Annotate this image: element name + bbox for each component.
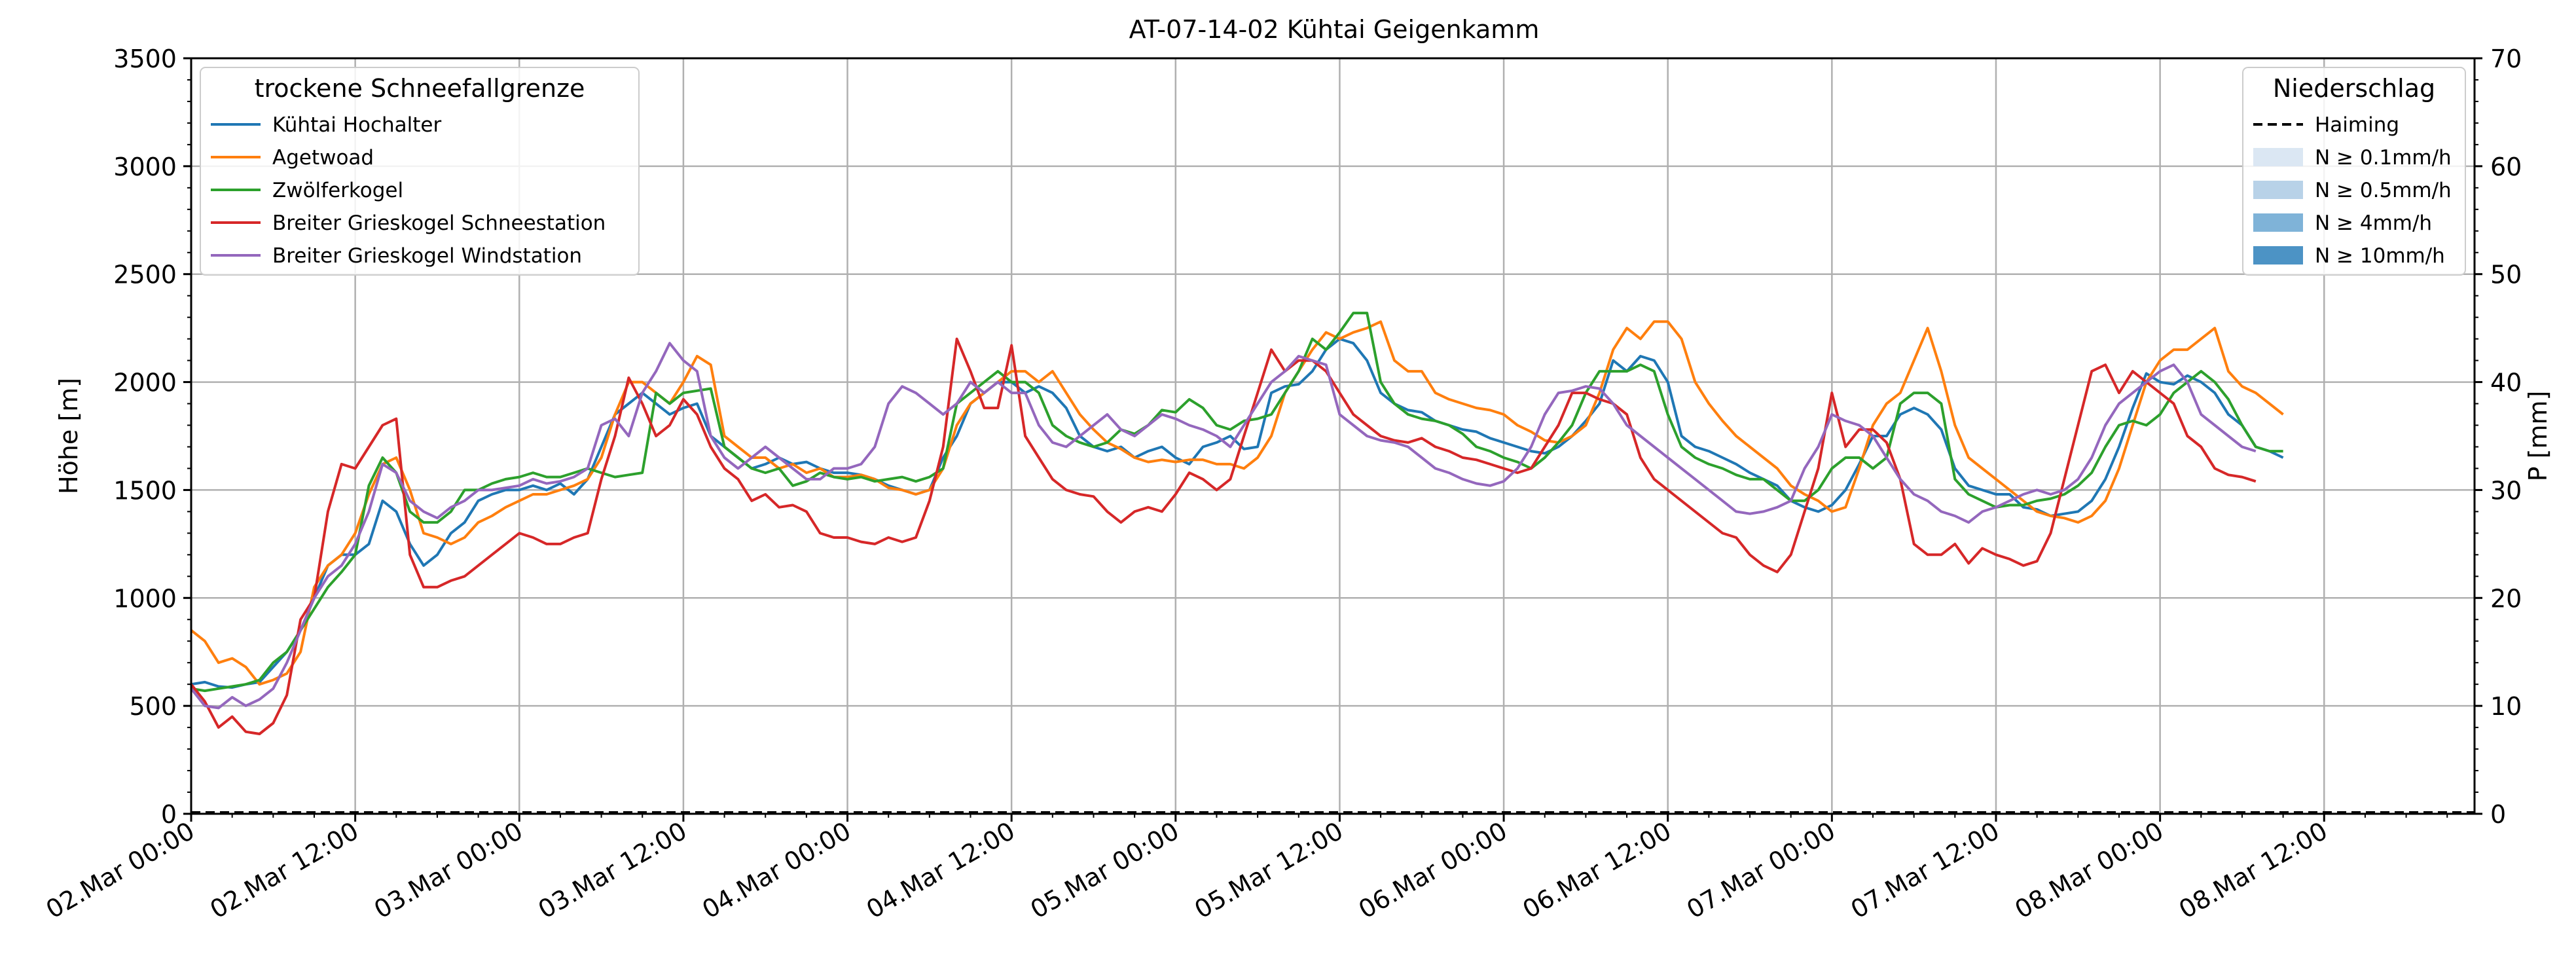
legend-right-items: Haiming N ≥ 0.1mm/h N ≥ 0.5mm/h N ≥ 4mm/h N … xyxy=(2253,113,2452,268)
y-axis-label-left: Höhe [m] xyxy=(54,378,83,494)
chart-title: AT-07-14-02 Kühtai Geigenkamm xyxy=(1129,15,1540,44)
legend-item-label: N ≥ 0.5mm/h xyxy=(2315,179,2452,202)
series-line xyxy=(190,337,2284,689)
legend-item-label: N ≥ 0.1mm/h xyxy=(2315,146,2452,170)
legend-item-label: Breiter Grieskogel Schneestation xyxy=(272,211,606,235)
legend-band-swatch xyxy=(2253,213,2303,232)
y-tick-label-left: 3000 xyxy=(113,153,177,181)
legend-left: trockene Schneefallgrenze Kühtai Hochalt… xyxy=(200,67,640,276)
legend-left-items: Kühtai Hochalter Agetwoad Zwölferkogel Brei… xyxy=(211,113,606,268)
legend-right: Niederschlag Haiming N ≥ 0.1mm/h N ≥ 0.5mm… xyxy=(2242,67,2466,276)
y-tick-label-left: 2500 xyxy=(113,261,177,289)
y-tick-label-right: 60 xyxy=(2490,153,2522,181)
legend-left-title: trockene Schneefallgrenze xyxy=(255,74,585,103)
y-tick-label-right: 0 xyxy=(2490,800,2506,829)
y-tick-label-left: 0 xyxy=(161,800,177,829)
y-tick-label-left: 2000 xyxy=(113,369,177,397)
legend-item-label: Haiming xyxy=(2315,113,2399,137)
plot-frame xyxy=(190,57,2476,815)
legend-item-label: Zwölferkogel xyxy=(272,179,403,202)
legend-item-label: N ≥ 10mm/h xyxy=(2315,244,2445,268)
y-tick-label-right: 10 xyxy=(2490,692,2522,721)
legend-band-swatch xyxy=(2253,181,2303,199)
legend-band-swatch xyxy=(2253,246,2303,265)
legend-item-label: Kühtai Hochalter xyxy=(272,113,442,137)
y-tick-label-right: 30 xyxy=(2490,476,2522,505)
legend-item-label: Breiter Grieskogel Windstation xyxy=(272,244,582,268)
legend-item-label: Agetwoad xyxy=(272,146,374,170)
y-tick-label-right: 20 xyxy=(2490,584,2522,613)
y-tick-label-right: 50 xyxy=(2490,261,2522,289)
y-tick-label-left: 1000 xyxy=(113,584,177,613)
y-tick-label-left: 3500 xyxy=(113,45,177,73)
legend-right-title: Niederschlag xyxy=(2273,74,2435,103)
legend-left-box xyxy=(200,67,640,276)
series-line xyxy=(190,312,2283,693)
series-line xyxy=(190,337,2257,735)
y-tick-label-left: 1500 xyxy=(113,476,177,505)
y-axis-label-right: P [mm] xyxy=(2524,391,2552,482)
series-lines xyxy=(190,312,2284,735)
legend-band-swatch xyxy=(2253,148,2303,166)
y-tick-label-left: 500 xyxy=(129,692,177,721)
y-tick-label-right: 70 xyxy=(2490,45,2522,73)
y-tick-label-right: 40 xyxy=(2490,369,2522,397)
legend-item-label: N ≥ 4mm/h xyxy=(2315,211,2432,235)
series-line xyxy=(190,342,2257,710)
series-line xyxy=(190,320,2284,686)
